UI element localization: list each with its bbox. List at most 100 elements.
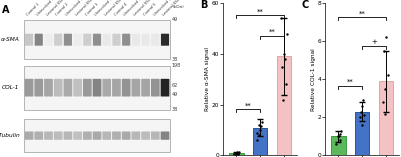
Point bbox=[235, 152, 241, 154]
FancyBboxPatch shape bbox=[161, 132, 169, 140]
FancyBboxPatch shape bbox=[34, 79, 43, 97]
FancyBboxPatch shape bbox=[141, 79, 150, 97]
Text: 49: 49 bbox=[172, 17, 178, 22]
FancyBboxPatch shape bbox=[103, 34, 111, 46]
FancyBboxPatch shape bbox=[83, 34, 91, 46]
Point bbox=[233, 152, 239, 155]
Point bbox=[360, 99, 367, 101]
Point bbox=[280, 53, 287, 55]
Bar bbox=[355, 112, 369, 155]
Point bbox=[332, 143, 339, 145]
Point bbox=[283, 83, 290, 86]
Point bbox=[278, 17, 284, 20]
FancyBboxPatch shape bbox=[132, 132, 140, 140]
FancyBboxPatch shape bbox=[151, 34, 159, 46]
FancyBboxPatch shape bbox=[73, 132, 82, 140]
Point bbox=[254, 139, 261, 141]
Text: Uninvolved SSc 4: Uninvolved SSc 4 bbox=[124, 0, 148, 17]
Bar bbox=[331, 136, 346, 155]
Point bbox=[337, 139, 343, 141]
FancyBboxPatch shape bbox=[83, 132, 92, 140]
Text: 62: 62 bbox=[172, 83, 178, 88]
Text: Lesional SSc 4: Lesional SSc 4 bbox=[133, 0, 154, 17]
Text: Uninvolved SSc 1: Uninvolved SSc 1 bbox=[36, 0, 61, 17]
FancyBboxPatch shape bbox=[54, 34, 62, 46]
Bar bbox=[253, 127, 267, 155]
Text: Control 3: Control 3 bbox=[85, 2, 99, 17]
FancyBboxPatch shape bbox=[141, 132, 150, 140]
Bar bbox=[277, 56, 291, 155]
Text: **: ** bbox=[347, 79, 354, 85]
Title: α-SMA: α-SMA bbox=[248, 0, 272, 2]
Text: Control 1: Control 1 bbox=[26, 2, 41, 17]
Point bbox=[358, 110, 364, 113]
FancyBboxPatch shape bbox=[25, 34, 33, 46]
Point bbox=[236, 151, 243, 154]
Point bbox=[258, 125, 264, 127]
Text: B: B bbox=[200, 0, 207, 10]
Y-axis label: Relative COL-1 signal: Relative COL-1 signal bbox=[311, 48, 316, 111]
FancyBboxPatch shape bbox=[73, 34, 82, 46]
Point bbox=[235, 153, 241, 155]
Text: **: ** bbox=[257, 9, 263, 15]
Point bbox=[231, 153, 237, 156]
FancyBboxPatch shape bbox=[122, 34, 130, 46]
FancyBboxPatch shape bbox=[112, 34, 121, 46]
Text: α-SMA: α-SMA bbox=[0, 37, 19, 42]
Point bbox=[383, 36, 389, 39]
FancyBboxPatch shape bbox=[151, 79, 160, 97]
Point bbox=[233, 152, 239, 154]
FancyBboxPatch shape bbox=[93, 132, 101, 140]
Text: Uninvolved SSc 3: Uninvolved SSc 3 bbox=[94, 0, 119, 17]
FancyBboxPatch shape bbox=[112, 132, 121, 140]
Point bbox=[356, 116, 363, 119]
Text: +: + bbox=[371, 39, 377, 45]
Text: Control 5: Control 5 bbox=[143, 2, 157, 17]
Point bbox=[359, 105, 365, 107]
Point bbox=[256, 124, 263, 126]
FancyBboxPatch shape bbox=[142, 34, 150, 46]
Bar bbox=[24, 66, 170, 110]
Point bbox=[361, 114, 367, 117]
FancyBboxPatch shape bbox=[112, 79, 121, 97]
Text: 38: 38 bbox=[172, 57, 178, 62]
FancyBboxPatch shape bbox=[54, 79, 63, 97]
Point bbox=[338, 129, 344, 132]
Text: Lesional SSc 3: Lesional SSc 3 bbox=[104, 0, 125, 17]
Point bbox=[336, 133, 343, 136]
Text: Uninvolved SSc 5: Uninvolved SSc 5 bbox=[152, 0, 178, 17]
Text: Control 2: Control 2 bbox=[55, 2, 70, 17]
Y-axis label: Relative α-SMA signal: Relative α-SMA signal bbox=[205, 47, 210, 111]
Point bbox=[259, 121, 265, 124]
FancyBboxPatch shape bbox=[132, 34, 140, 46]
Text: 198: 198 bbox=[172, 63, 181, 68]
FancyBboxPatch shape bbox=[25, 132, 33, 140]
FancyBboxPatch shape bbox=[161, 34, 169, 46]
Text: Lesional SSc 2: Lesional SSc 2 bbox=[75, 0, 96, 17]
Point bbox=[359, 124, 365, 126]
FancyBboxPatch shape bbox=[161, 79, 169, 97]
Point bbox=[282, 58, 288, 60]
FancyBboxPatch shape bbox=[73, 79, 82, 97]
FancyBboxPatch shape bbox=[102, 79, 111, 97]
Text: Lesional SSc 1: Lesional SSc 1 bbox=[46, 0, 67, 17]
Point bbox=[335, 135, 342, 138]
Text: Lesional SSc 5: Lesional SSc 5 bbox=[162, 0, 184, 17]
FancyBboxPatch shape bbox=[44, 132, 53, 140]
Point bbox=[279, 98, 286, 101]
Point bbox=[381, 49, 387, 52]
Title: COL-1: COL-1 bbox=[351, 0, 373, 2]
Bar bbox=[24, 20, 170, 60]
Text: C: C bbox=[302, 0, 309, 10]
Point bbox=[335, 135, 341, 138]
Bar bbox=[379, 81, 393, 155]
Point bbox=[257, 129, 263, 131]
FancyBboxPatch shape bbox=[45, 34, 53, 46]
FancyBboxPatch shape bbox=[93, 79, 101, 97]
Bar bbox=[24, 119, 170, 152]
Text: 38: 38 bbox=[172, 107, 178, 112]
FancyBboxPatch shape bbox=[93, 34, 101, 46]
FancyBboxPatch shape bbox=[44, 79, 53, 97]
FancyBboxPatch shape bbox=[34, 132, 43, 140]
FancyBboxPatch shape bbox=[64, 34, 72, 46]
